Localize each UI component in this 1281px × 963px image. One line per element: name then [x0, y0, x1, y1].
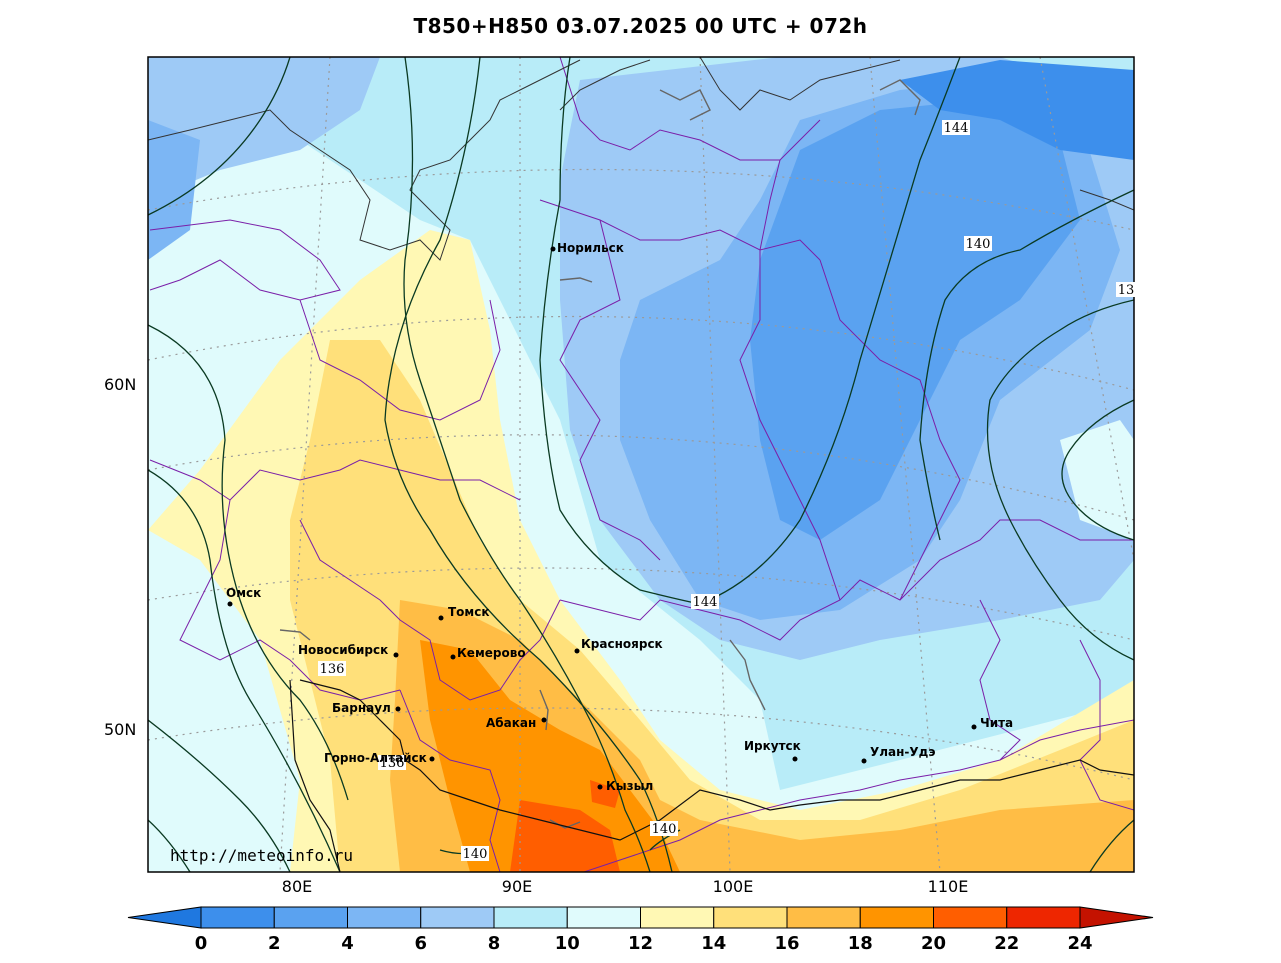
city-dot: [393, 652, 399, 658]
colorbar: [127, 906, 1154, 929]
contour-label: 144: [693, 595, 718, 610]
city-dot: [227, 601, 233, 607]
city-markers: Норильск Омск Томск Новосибирск Кемерово…: [226, 241, 1013, 793]
city-label-tomsk: Томск: [448, 605, 490, 619]
city-label-kemerovo: Кемерово: [457, 646, 526, 660]
contour-label: 144: [944, 121, 969, 136]
city-label-novosibirsk: Новосибирск: [298, 643, 388, 657]
lon-label-90e: 90E: [501, 877, 533, 896]
source-credit: http://meteoinfo.ru: [170, 846, 353, 865]
colorbar-tick-label: 16: [774, 933, 800, 954]
lat-label-60n: 60N: [104, 375, 137, 394]
lon-label-80e: 80E: [281, 877, 313, 896]
contour-label: 136: [320, 662, 345, 677]
country-border: [289, 679, 1134, 872]
contour-label: 140: [463, 847, 488, 862]
colorbar-arrow-high: [1079, 906, 1154, 929]
contour-label: 140: [652, 822, 677, 837]
city-dot: [971, 724, 977, 730]
colorbar-segment: [420, 906, 495, 929]
city-dot: [541, 717, 547, 723]
city-label-krasnoyarsk: Красноярск: [581, 637, 663, 651]
colorbar-tick-label: 4: [341, 933, 354, 954]
contour-label: 13: [1118, 283, 1135, 298]
city-dot: [792, 756, 798, 762]
temperature-field: [148, 57, 1134, 872]
height-contours: [148, 57, 1134, 872]
admin-borders: [149, 57, 1134, 872]
colorbar-tick-label: 0: [194, 933, 208, 954]
colorbar-segment: [859, 906, 934, 929]
colorbar-segment: [273, 906, 348, 929]
colorbar-segment: [640, 906, 715, 929]
city-dot: [438, 615, 444, 621]
lat-label-50n: 50N: [104, 720, 137, 739]
lon-label-110e: 110E: [927, 877, 969, 896]
graticule: [148, 57, 1134, 872]
colorbar-tick-label: 12: [627, 933, 654, 954]
city-dot: [450, 654, 456, 660]
city-label-irkutsk: Иркутск: [744, 739, 801, 753]
colorbar-tick-label: 14: [701, 933, 727, 954]
contour-label: 136: [380, 756, 405, 771]
city-label-norilsk: Норильск: [557, 241, 624, 255]
colorbar-tick-label: 20: [920, 933, 947, 954]
coastline: [148, 57, 1134, 261]
colorbar-segment: [347, 906, 422, 929]
city-dot: [429, 756, 435, 762]
contour-labels: 144 140 13 144 136 136 140 140: [318, 120, 1136, 862]
city-dot: [861, 758, 867, 764]
city-dot: [597, 784, 603, 790]
map-title: T850+H850 03.07.2025 00 UTC + 072h: [413, 14, 868, 38]
colorbar-tick-label: 6: [414, 933, 428, 954]
city-dot: [550, 246, 556, 252]
city-label-abakan: Абакан: [486, 716, 536, 730]
lon-label-100e: 100E: [712, 877, 754, 896]
city-label-omsk: Омск: [226, 586, 261, 600]
colorbar-tick-label: 10: [554, 933, 580, 954]
contour-label: 140: [966, 237, 991, 252]
colorbar-segment: [713, 906, 788, 929]
city-label-chita: Чита: [980, 716, 1013, 730]
colorbar-segment: [786, 906, 861, 929]
city-label-gorno-altaysk: Горно-Алтайск: [324, 751, 427, 765]
colorbar-tick-label: 24: [1067, 933, 1093, 954]
colorbar-segment: [200, 906, 275, 929]
colorbar-segment: [493, 906, 568, 929]
colorbar-tick-label: 18: [847, 933, 873, 954]
city-dot: [395, 706, 401, 712]
colorbar-tick-label: 2: [267, 933, 281, 954]
city-label-barnaul: Барнаул: [332, 701, 391, 715]
colorbar-tick-label: 8: [487, 933, 501, 954]
city-label-kyzyl: Кызыл: [606, 779, 653, 793]
colorbar-arrow-low: [127, 906, 202, 929]
colorbar-tick-label: 22: [994, 933, 1020, 954]
city-label-ulan-ude: Улан-Удэ: [870, 745, 935, 759]
lakes-rivers: [279, 79, 921, 829]
city-dot: [574, 648, 580, 654]
colorbar-segment: [933, 906, 1008, 929]
colorbar-segment: [566, 906, 641, 929]
colorbar-segment: [1006, 906, 1081, 929]
map-frame: [147, 56, 1135, 873]
